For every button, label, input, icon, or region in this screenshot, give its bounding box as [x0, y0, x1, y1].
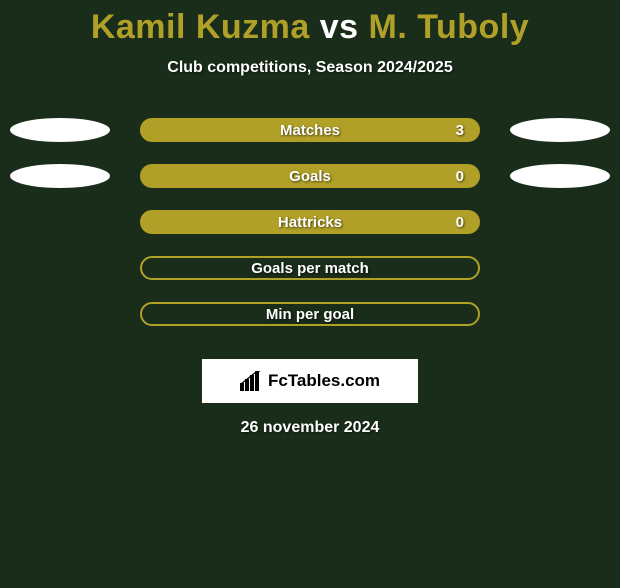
- logo-text: FcTables.com: [268, 371, 380, 391]
- stat-row: Hattricks 0: [0, 199, 620, 245]
- stat-bars: Matches 3 Goals 0 Hattricks 0 Goals per match M…: [0, 107, 620, 337]
- stat-value: 0: [456, 214, 464, 231]
- stat-label: Goals per match: [251, 260, 369, 277]
- title-vs: vs: [320, 8, 359, 46]
- player1-marker: [10, 164, 110, 188]
- stat-label: Matches: [280, 122, 340, 139]
- stat-label: Hattricks: [278, 214, 342, 231]
- subtitle: Club competitions, Season 2024/2025: [0, 59, 620, 77]
- generated-date: 26 november 2024: [0, 419, 620, 437]
- player1-marker: [10, 118, 110, 142]
- stat-row: Goals per match: [0, 245, 620, 291]
- stat-value: 0: [456, 168, 464, 185]
- player2-marker: [510, 164, 610, 188]
- stat-bar: Matches 3: [140, 118, 480, 142]
- stat-bar: Min per goal: [140, 302, 480, 326]
- stat-row: Min per goal: [0, 291, 620, 337]
- stat-bar: Goals 0: [140, 164, 480, 188]
- comparison-title: Kamil Kuzma vs M. Tuboly: [0, 8, 620, 47]
- player1-name: Kamil Kuzma: [91, 8, 310, 46]
- logo-chart-icon: [240, 371, 262, 391]
- stat-label: Min per goal: [266, 306, 354, 323]
- stat-bar: Hattricks 0: [140, 210, 480, 234]
- stat-label: Goals: [289, 168, 331, 185]
- player2-name: M. Tuboly: [369, 8, 530, 46]
- player2-marker: [510, 118, 610, 142]
- stat-row: Matches 3: [0, 107, 620, 153]
- stat-value: 3: [456, 122, 464, 139]
- logo-box: FcTables.com: [202, 359, 418, 403]
- stat-bar: Goals per match: [140, 256, 480, 280]
- stat-row: Goals 0: [0, 153, 620, 199]
